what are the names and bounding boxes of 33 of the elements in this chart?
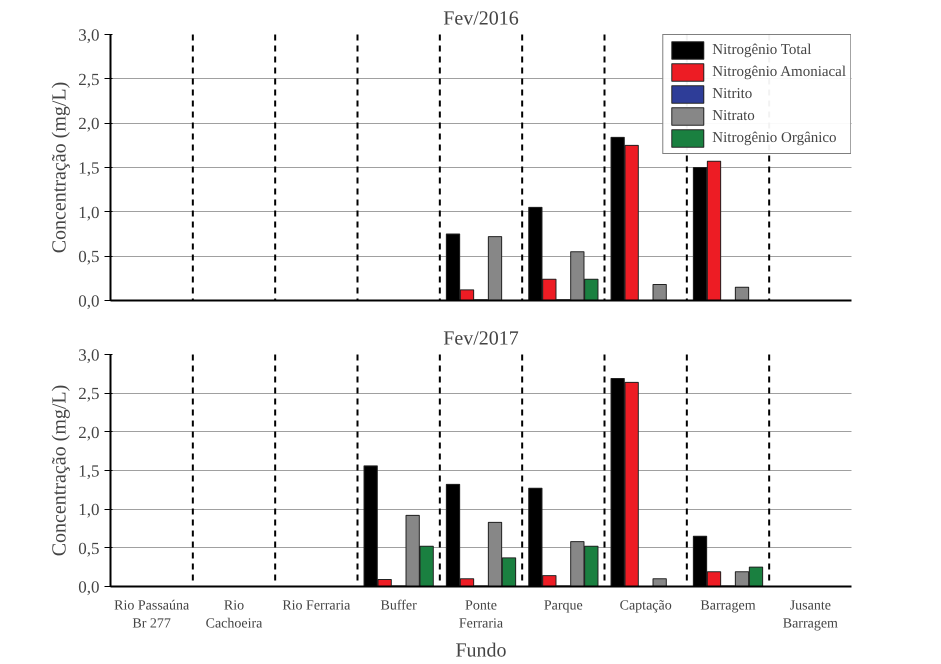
- y-tick-label: 0,0: [78, 578, 100, 596]
- x-tick-label: Rio Passaúna Br 277: [114, 598, 190, 632]
- x-tick-label: Parque: [544, 598, 583, 614]
- y-tick-label: 0,5: [78, 538, 100, 558]
- y-tick-label: 0,5: [78, 247, 100, 266]
- x-tick-label: Rio Cachoeira: [206, 598, 264, 632]
- y-tick-label: 3,0: [78, 26, 100, 44]
- x-tick-label: Rio Ferraria: [282, 598, 352, 614]
- legend-label: Nitrogênio Amoniacal: [712, 62, 846, 82]
- y-tick-label: 1,5: [78, 158, 100, 178]
- x-tick-label: Barragem: [700, 598, 756, 614]
- y-tick-label: 1,5: [78, 462, 100, 480]
- legend-label: Nitrato: [712, 106, 755, 126]
- legend-label: Nitrito: [712, 84, 752, 104]
- y-tick-label: 1,0: [78, 202, 100, 222]
- y-tick-label: 1,0: [78, 500, 100, 520]
- y-tick-label: 2,0: [78, 114, 100, 134]
- chart-title: Fev/2016: [443, 8, 519, 30]
- x-tick-label: Ponte Ferraria: [458, 598, 504, 632]
- chart-title: Fev/2017: [443, 328, 519, 350]
- y-tick-label: 2,5: [78, 70, 100, 89]
- y-tick-label: 3,0: [78, 346, 100, 364]
- y-tick-label: 0,0: [78, 292, 100, 310]
- x-tick-label: Captação: [620, 598, 672, 614]
- y-tick-label: 2,0: [78, 422, 100, 442]
- y-axis-title: Concentração (mg/L): [48, 82, 70, 254]
- y-tick-label: 2,5: [78, 384, 100, 404]
- legend-label: Nitrogênio Orgânico: [712, 128, 837, 148]
- x-tick-label: Jusante Barragem: [782, 598, 838, 632]
- legend-label: Nitrogênio Total: [712, 40, 812, 60]
- x-axis-title: Fundo: [455, 640, 507, 662]
- y-axis-title: Concentração (mg/L): [48, 384, 70, 556]
- x-tick-label: Buffer: [380, 598, 418, 614]
